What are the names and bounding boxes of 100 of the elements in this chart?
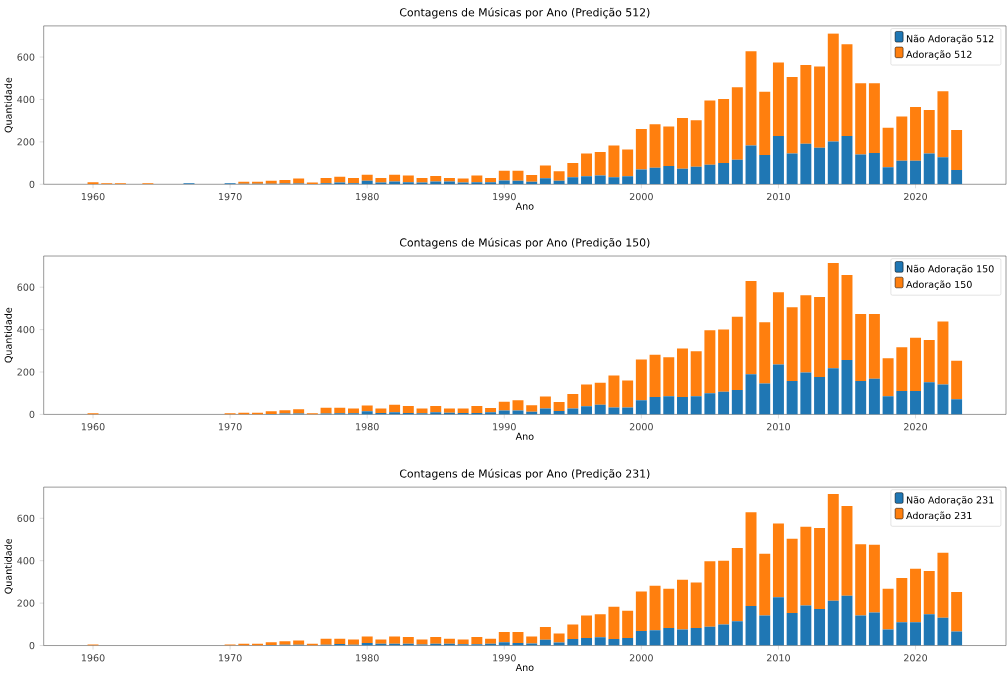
bar [635, 630, 647, 646]
bar [539, 396, 551, 409]
bar [814, 147, 826, 185]
bar [498, 180, 510, 185]
bar [745, 373, 757, 415]
bar [622, 637, 634, 646]
bar [389, 636, 401, 644]
bar [910, 160, 922, 185]
bar [389, 412, 401, 415]
bar [951, 591, 963, 632]
bar [814, 376, 826, 415]
bar [416, 177, 428, 183]
bar [868, 82, 880, 153]
bar [608, 606, 620, 639]
bar [430, 175, 442, 182]
bar [375, 639, 387, 644]
bar [937, 91, 949, 157]
bar [882, 127, 894, 168]
bar [937, 552, 949, 618]
bar [868, 152, 880, 185]
bar [471, 175, 483, 182]
bar [923, 613, 935, 646]
bar [690, 120, 702, 167]
bar [718, 391, 730, 415]
y-axis-title: Quantidade [4, 538, 13, 594]
y-tick-label: 600 [17, 53, 35, 61]
bar [937, 384, 949, 415]
bar [443, 177, 455, 182]
x-tick-label: 1970 [218, 654, 242, 662]
legend-label: Não Adoração 512 [906, 34, 994, 44]
legend-label: Não Adoração 150 [906, 264, 994, 274]
bar [731, 389, 743, 415]
x-tick-label: 2010 [766, 192, 790, 200]
bar [553, 401, 565, 411]
bar [622, 149, 634, 177]
bar [622, 380, 634, 408]
chart-title: Contagens de Músicas por Ano (Predição 231) [399, 468, 650, 480]
bar [772, 523, 784, 597]
bar [759, 383, 771, 415]
bar [567, 408, 579, 415]
bar [841, 44, 853, 136]
legend-label: Adoração 150 [906, 280, 972, 290]
bar [910, 568, 922, 623]
bar [896, 577, 908, 623]
x-tick-label: 1990 [493, 654, 516, 662]
bar [882, 629, 894, 646]
bar [622, 610, 634, 638]
bar [814, 296, 826, 377]
bar [526, 636, 538, 644]
y-tick-label: 200 [17, 599, 35, 607]
bar [539, 408, 551, 415]
bar [772, 135, 784, 185]
bar [649, 585, 661, 631]
bar [718, 98, 730, 163]
x-tick-label: 2000 [629, 422, 653, 431]
bar [772, 596, 784, 646]
bar [841, 135, 853, 185]
bar [731, 159, 743, 185]
bar [937, 321, 949, 385]
bar [485, 638, 497, 644]
bar [855, 543, 867, 616]
bar [471, 181, 483, 185]
x-tick-label: 1970 [218, 192, 242, 200]
bar [814, 66, 826, 148]
x-tick-label: 2010 [766, 654, 790, 662]
x-axis-title: Ano [515, 202, 534, 210]
bar [896, 116, 908, 161]
bar [567, 177, 579, 185]
bar [800, 605, 812, 646]
legend-label: Adoração 512 [906, 50, 972, 60]
bar [868, 313, 880, 379]
x-tick-label: 1990 [493, 422, 516, 431]
bar [512, 170, 524, 181]
bar [677, 579, 688, 630]
bar [690, 582, 702, 628]
bar [759, 321, 771, 384]
bar [457, 178, 469, 183]
bar [526, 643, 538, 646]
bar [87, 181, 99, 185]
bar [718, 162, 730, 185]
bar [608, 145, 620, 178]
bar [485, 412, 497, 415]
bar [677, 348, 688, 397]
bar [800, 372, 812, 415]
bar [786, 76, 798, 154]
bar [402, 405, 414, 413]
bar [772, 62, 784, 136]
bar [704, 164, 716, 185]
bar [800, 526, 812, 606]
x-tick-label: 1980 [356, 654, 379, 662]
x-tick-label: 2020 [904, 654, 928, 662]
bar [635, 400, 647, 415]
bar [594, 404, 606, 415]
bar [855, 380, 867, 415]
bar [498, 631, 510, 643]
bar [855, 82, 867, 155]
x-tick-label: 2010 [766, 422, 790, 431]
bar [485, 181, 497, 185]
bar [498, 170, 510, 181]
y-tick-label: 0 [29, 641, 35, 649]
